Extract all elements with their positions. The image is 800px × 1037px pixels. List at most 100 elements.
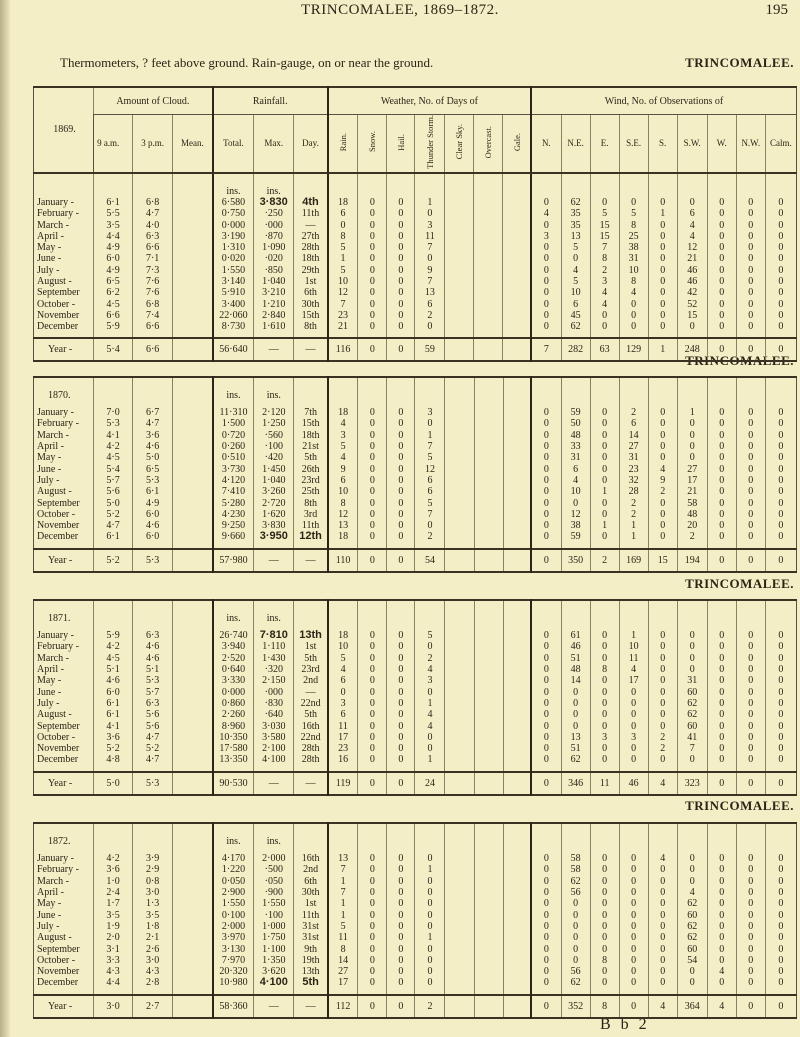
cell-sw: 0 <box>676 321 708 333</box>
total-thunder: 59 <box>414 337 445 362</box>
cell-w: 0 <box>706 886 737 899</box>
cell-mean <box>172 686 213 698</box>
cell-e: 8 <box>589 954 620 966</box>
table-row: February -4·2 4·6 3·940 1·110 1st 10 0 0 0 0 46 0 10… <box>32 641 798 653</box>
total-clear <box>444 770 474 795</box>
cell-n: 0 <box>530 321 562 333</box>
cell-overcast <box>473 754 504 766</box>
cell-day: 2nd <box>293 675 328 687</box>
cell-s: 0 <box>647 309 678 322</box>
spacer-cell <box>560 542 591 549</box>
cell-total: 7·970 <box>211 954 254 966</box>
cell-se: 0 <box>618 321 649 333</box>
cell-calm: 0 <box>764 709 798 721</box>
year-total-label: Year - <box>32 337 94 362</box>
cell-se: 2 <box>618 508 649 520</box>
empty-cell <box>618 377 649 407</box>
cell-clear <box>444 463 474 475</box>
spacer-cell <box>253 332 294 339</box>
table-row: April -5·1 5·1 0·640·320 23rd 4 0 0 4 0 48 8 4 0 0 0 0 0 <box>32 663 798 676</box>
cell-am: 2·4 <box>93 886 133 899</box>
cell-w: 0 <box>706 652 737 664</box>
cell-n: 0 <box>530 264 562 276</box>
cell-n: 0 <box>530 531 562 543</box>
cell-se: 0 <box>618 965 649 978</box>
cell-gale <box>502 440 532 453</box>
cell-mean <box>172 709 213 721</box>
cell-s: 0 <box>647 298 678 310</box>
spacer-cell <box>473 542 504 549</box>
month-label: June - <box>32 463 94 475</box>
cell-hail: 0 <box>386 463 415 475</box>
cell-s: 4 <box>647 853 678 865</box>
cell-am: 4·9 <box>93 242 133 254</box>
empty-cell <box>589 600 620 630</box>
cell-mean <box>172 531 213 543</box>
cell-day: 16th <box>293 720 328 732</box>
cell-max: ·100 <box>253 909 294 921</box>
cell-s: 0 <box>647 519 678 532</box>
cell-total: 7·410 <box>211 486 254 498</box>
cell-se: 4 <box>618 287 649 299</box>
year-heading: 1870. <box>32 377 94 407</box>
empty-cell <box>647 600 678 630</box>
cell-pm: 6·3 <box>132 697 173 710</box>
cell-thunder: 5 <box>414 452 445 464</box>
cell-calm: 0 <box>764 630 798 642</box>
empty-cell <box>326 377 358 407</box>
cell-gale <box>502 641 532 653</box>
cell-nw: 0 <box>735 287 766 299</box>
cell-max: 3·580 <box>253 731 294 743</box>
cell-rain: 6 <box>326 675 358 687</box>
cell-mean <box>172 275 213 288</box>
cell-clear <box>444 508 474 520</box>
cell-gale <box>502 253 532 265</box>
empty-cell <box>530 172 562 197</box>
cell-snow: 0 <box>357 519 387 532</box>
empty-cell <box>647 377 678 407</box>
cell-calm: 0 <box>764 909 798 921</box>
cell-mean <box>172 196 213 209</box>
cell-total: 3·140 <box>211 275 254 288</box>
cell-clear <box>444 898 474 910</box>
cell-e: 0 <box>589 196 620 209</box>
cell-sw: 0 <box>676 440 708 453</box>
spacer-cell <box>357 988 387 995</box>
month-label: May - <box>32 675 94 687</box>
cell-ne: 62 <box>560 196 591 209</box>
cell-overcast <box>473 474 504 487</box>
cell-snow: 0 <box>357 440 387 453</box>
cell-snow: 0 <box>357 742 387 755</box>
cell-max: 1·550 <box>253 898 294 910</box>
cell-nw: 0 <box>735 630 766 642</box>
cell-e: 0 <box>589 630 620 642</box>
cell-ne: 38 <box>560 519 591 532</box>
cell-clear <box>444 886 474 899</box>
spacer-cell <box>132 332 173 339</box>
cell-ne: 6 <box>560 463 591 475</box>
cell-w: 4 <box>706 965 737 978</box>
cell-thunder: 0 <box>414 954 445 966</box>
cell-clear <box>444 731 474 743</box>
cell-rain: 5 <box>326 264 358 276</box>
column-header-label: S.W. <box>683 137 701 148</box>
cell-nw: 0 <box>735 407 766 419</box>
cell-se: 0 <box>618 709 649 721</box>
cell-total: 1·500 <box>211 418 254 430</box>
cell-clear <box>444 977 474 989</box>
empty-cell <box>132 823 173 853</box>
cell-clear <box>444 754 474 766</box>
cell-n: 0 <box>530 519 562 532</box>
table-row: December 6·1 6·0 9·660 3·950 12th 18 0 0 2 0 59 0 1 0 2… <box>32 531 798 543</box>
cell-pm: 6·7 <box>132 407 173 419</box>
spacer-cell <box>530 332 562 339</box>
cell-sw: 7 <box>676 742 708 755</box>
month-label: December <box>32 977 94 989</box>
spacer-cell <box>444 332 474 339</box>
cell-ne: 35 <box>560 208 591 220</box>
cell-pm: 5·1 <box>132 663 173 676</box>
cell-n: 3 <box>530 230 562 243</box>
column-header-n: N. <box>530 114 562 174</box>
empty-cell <box>386 823 415 853</box>
cell-nw: 0 <box>735 875 766 887</box>
